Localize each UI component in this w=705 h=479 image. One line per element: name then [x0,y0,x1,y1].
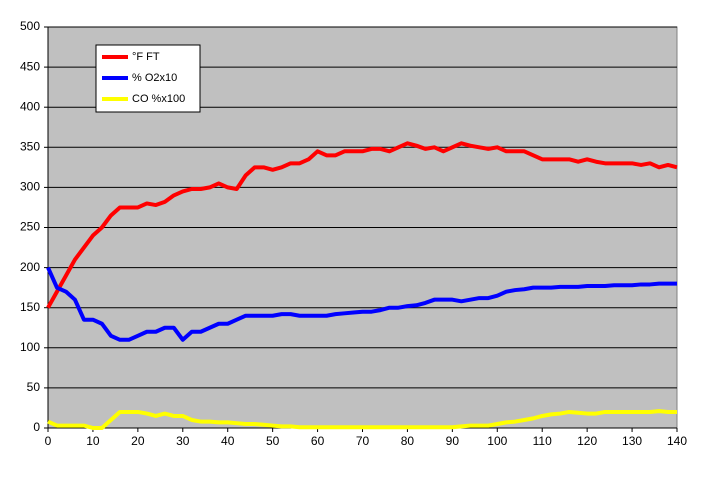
y-tick-label: 150 [20,300,40,314]
legend-label: % O2x10 [132,72,177,84]
y-tick-label: 500 [20,19,40,33]
x-tick-label: 130 [622,434,642,448]
x-tick-label: 10 [86,434,100,448]
y-tick-label: 50 [27,380,41,394]
x-tick-label: 20 [131,434,145,448]
series-line [47,409,677,430]
x-tick-label: 30 [176,434,190,448]
legend-label: °F FT [132,51,160,63]
x-tick-label: 90 [446,434,460,448]
y-tick-label: 450 [20,59,40,73]
x-tick-label: 40 [221,434,235,448]
legend-label: CO %x100 [132,93,185,105]
x-tick-label: 0 [45,434,52,448]
x-tick-label: 50 [266,434,280,448]
series-line [46,266,677,342]
y-tick-label: 400 [20,99,40,113]
x-tick-label: 140 [667,434,687,448]
y-tick-label: 350 [20,139,40,153]
y-tick-label: 100 [20,340,40,354]
y-tick-label: 300 [20,180,40,194]
x-tick-label: 60 [311,434,325,448]
x-tick-label: 80 [401,434,415,448]
y-tick-label: 250 [20,220,40,234]
x-tick-label: 100 [487,434,507,448]
x-tick-label: 120 [577,434,597,448]
y-tick-label: 0 [33,420,40,434]
x-tick-label: 110 [533,434,552,448]
series-line [46,141,678,309]
y-tick-label: 200 [20,260,40,274]
x-tick-label: 70 [356,434,370,448]
